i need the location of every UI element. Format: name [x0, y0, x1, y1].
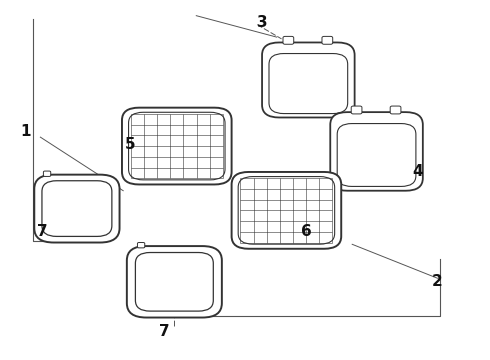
Text: 6: 6 — [300, 224, 311, 239]
FancyBboxPatch shape — [238, 176, 335, 244]
FancyBboxPatch shape — [42, 181, 112, 237]
FancyBboxPatch shape — [269, 54, 348, 113]
FancyBboxPatch shape — [128, 112, 225, 180]
FancyBboxPatch shape — [138, 243, 145, 248]
FancyBboxPatch shape — [127, 246, 222, 318]
Text: 7: 7 — [38, 224, 48, 239]
FancyBboxPatch shape — [135, 252, 213, 311]
FancyBboxPatch shape — [337, 123, 416, 186]
FancyBboxPatch shape — [122, 108, 232, 184]
FancyBboxPatch shape — [330, 112, 423, 191]
FancyBboxPatch shape — [44, 171, 51, 176]
FancyBboxPatch shape — [34, 175, 120, 243]
FancyBboxPatch shape — [262, 42, 355, 117]
Text: 7: 7 — [159, 324, 170, 339]
Text: 5: 5 — [125, 138, 136, 153]
Text: 2: 2 — [432, 274, 443, 289]
Text: 4: 4 — [413, 163, 423, 179]
FancyBboxPatch shape — [232, 172, 341, 249]
Text: 1: 1 — [21, 124, 31, 139]
FancyBboxPatch shape — [351, 106, 362, 114]
FancyBboxPatch shape — [283, 36, 294, 44]
Text: 3: 3 — [257, 15, 268, 30]
FancyBboxPatch shape — [322, 36, 333, 44]
FancyBboxPatch shape — [390, 106, 401, 114]
